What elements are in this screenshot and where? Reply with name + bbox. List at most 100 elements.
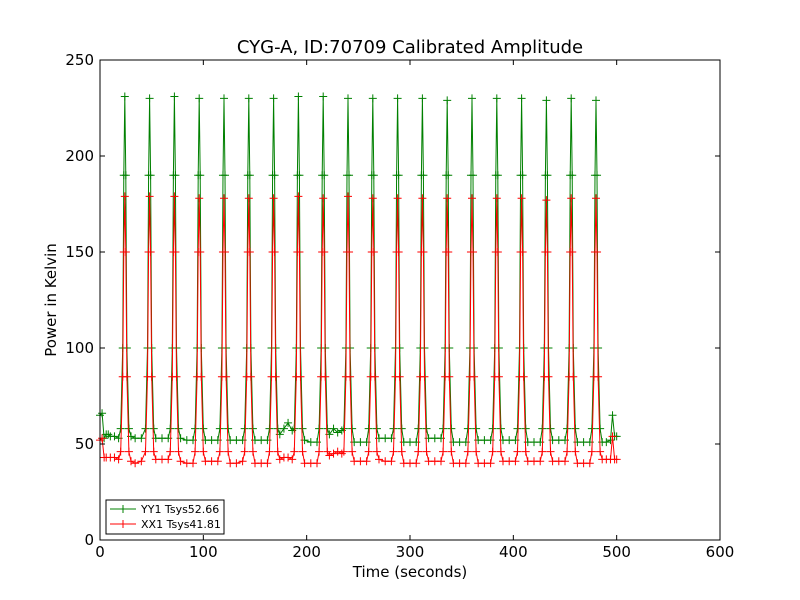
data-point-marker <box>320 171 329 180</box>
data-point-marker <box>146 248 155 256</box>
data-point-marker <box>298 447 307 456</box>
data-point-marker <box>220 194 228 203</box>
data-point-marker <box>238 457 247 466</box>
data-point-marker <box>196 248 205 256</box>
data-point-marker <box>418 194 427 203</box>
data-point-marker <box>149 447 158 456</box>
data-point-marker <box>517 194 526 203</box>
data-point-marker <box>397 424 406 433</box>
data-point-marker <box>294 92 303 101</box>
data-point-marker <box>345 248 354 256</box>
data-point-marker <box>369 171 378 180</box>
data-point-marker <box>290 424 299 433</box>
data-point-marker <box>333 428 342 437</box>
y-tick-label: 100 <box>65 339 94 357</box>
y-tick-label: 150 <box>65 243 94 261</box>
data-point-marker <box>369 248 378 256</box>
data-point-marker <box>174 447 183 456</box>
data-point-marker <box>414 424 423 433</box>
data-point-marker <box>542 196 551 205</box>
data-point-marker <box>325 451 334 460</box>
data-point-marker <box>461 459 470 468</box>
data-point-marker <box>288 455 297 464</box>
data-point-marker <box>137 457 146 466</box>
series-1 <box>96 192 621 468</box>
data-point-marker <box>546 447 555 456</box>
data-point-marker <box>191 447 200 456</box>
data-point-marker <box>137 434 146 443</box>
legend-entry: XX1 Tsys41.81 <box>141 518 221 531</box>
data-point-marker <box>121 248 130 256</box>
data-point-marker <box>437 457 445 466</box>
data-point-marker <box>568 171 577 180</box>
y-tick-label: 50 <box>75 435 94 453</box>
x-tick-label: 500 <box>602 543 631 561</box>
data-point-marker <box>339 447 348 456</box>
data-point-marker <box>370 372 379 381</box>
x-tick-label: 200 <box>292 543 321 561</box>
data-point-marker <box>313 459 321 468</box>
data-point-marker <box>348 447 357 456</box>
data-point-marker <box>146 171 155 180</box>
data-point-marker <box>593 171 602 180</box>
data-point-marker <box>543 171 552 180</box>
data-point-marker <box>141 424 150 433</box>
data-point-marker <box>339 424 348 433</box>
data-point-marker <box>368 194 377 203</box>
data-point-marker <box>171 248 180 256</box>
data-point-marker <box>492 94 501 103</box>
chart-title: CYG-A, ID:70709 Calibrated Amplitude <box>237 37 583 58</box>
data-point-marker <box>443 194 452 203</box>
data-point-marker <box>110 453 119 462</box>
data-point-marker <box>348 424 357 433</box>
data-point-marker <box>344 94 352 103</box>
data-point-marker <box>248 447 257 456</box>
data-point-marker <box>469 171 478 180</box>
data-point-marker <box>511 457 520 466</box>
data-point-marker <box>294 192 303 201</box>
data-point-marker <box>372 447 381 456</box>
data-point-marker <box>240 424 249 433</box>
data-point-marker <box>496 447 505 456</box>
y-tick-label: 250 <box>65 51 94 69</box>
data-point-marker <box>594 372 603 381</box>
data-point-marker <box>463 424 472 433</box>
data-point-marker <box>513 424 522 433</box>
data-point-marker <box>344 192 352 201</box>
data-point-marker <box>447 424 456 433</box>
data-point-marker <box>395 372 404 381</box>
data-point-marker <box>174 424 183 433</box>
data-point-marker <box>319 92 328 101</box>
data-point-marker <box>488 447 497 456</box>
data-point-marker <box>585 459 594 468</box>
data-point-marker <box>468 94 476 103</box>
data-point-marker <box>131 459 140 468</box>
data-point-marker <box>345 171 354 180</box>
data-point-marker <box>265 447 274 456</box>
legend-box <box>105 499 225 535</box>
data-point-marker <box>298 424 307 433</box>
data-point-marker <box>124 447 133 456</box>
ticks-layer: 0 100 200 300 400 500 600 0 50 100 150 200 250 <box>65 51 734 561</box>
data-point-marker <box>486 459 495 468</box>
data-point-marker <box>571 424 580 433</box>
x-tick-label: 100 <box>189 543 218 561</box>
data-point-marker <box>587 447 596 456</box>
data-point-marker <box>592 96 600 105</box>
data-point-marker <box>195 94 204 103</box>
data-point-marker <box>419 171 428 180</box>
data-point-marker <box>389 424 398 433</box>
data-point-marker <box>245 248 254 256</box>
data-point-marker <box>104 430 113 439</box>
data-point-marker <box>472 447 481 456</box>
data-point-marker <box>320 248 329 256</box>
data-point-marker <box>245 171 254 180</box>
data-point-marker <box>120 92 129 101</box>
data-point-marker <box>98 434 107 443</box>
data-point-marker <box>329 449 338 458</box>
data-point-marker <box>397 447 406 456</box>
x-tick-label: 600 <box>706 543 735 561</box>
data-point-marker <box>567 194 576 203</box>
data-point-marker <box>232 459 241 468</box>
data-point-marker <box>116 424 125 433</box>
